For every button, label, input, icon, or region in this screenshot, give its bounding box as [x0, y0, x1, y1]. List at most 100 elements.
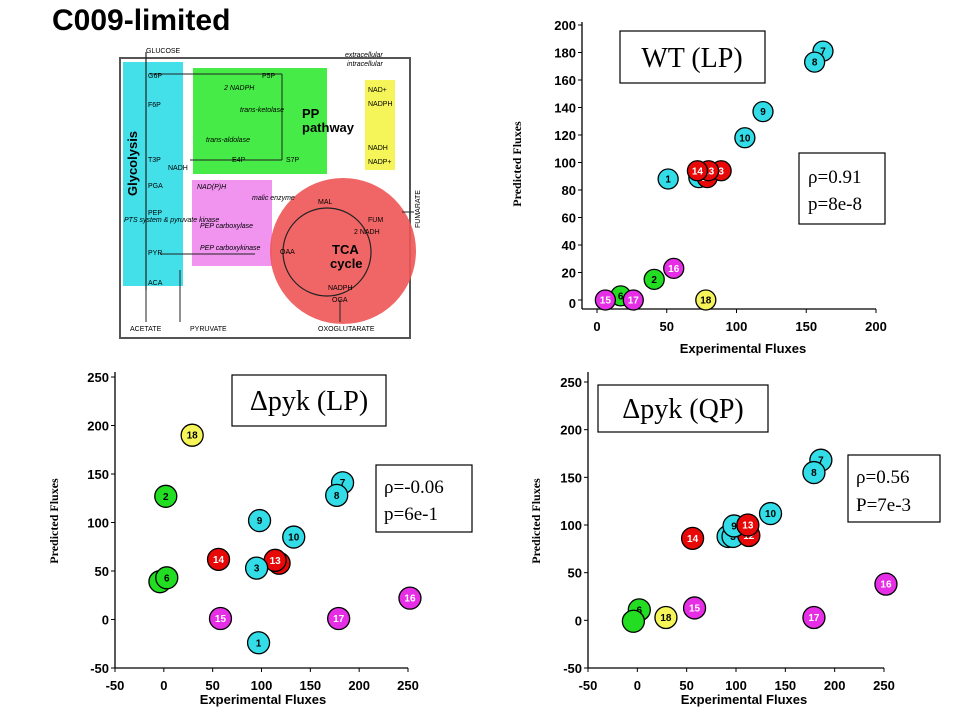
map-label-tca: TCA	[332, 242, 359, 257]
data-point-label: 16	[880, 580, 892, 591]
x-tick-label: 100	[725, 678, 747, 693]
data-point	[206, 547, 231, 572]
map-label-glycolysis: Glycolysis	[125, 131, 140, 196]
data-point	[247, 508, 272, 533]
metabolic-map: GLUCOSE extracellular intracellular Glyc…	[100, 40, 436, 346]
map-label-pp: PP	[302, 106, 320, 121]
y-tick-label: 150	[87, 467, 109, 482]
y-tick-label: 50	[568, 566, 582, 581]
stats-p: P=7e-3	[856, 495, 911, 516]
y-tick-label: 180	[554, 46, 576, 61]
data-points: 78910112313141626151718	[594, 40, 834, 311]
y-tick-label: 100	[560, 518, 582, 533]
x-tick-label: 150	[774, 678, 796, 693]
cofactor-region	[365, 80, 395, 170]
data-point-label: 10	[288, 533, 300, 544]
data-point-label: 15	[600, 296, 612, 307]
map-label-nadh-glyco: NADH	[168, 165, 188, 172]
y-axis-label: Predicted Fluxes	[510, 121, 524, 207]
x-tick-label: 250	[873, 678, 895, 693]
map-metabolite-oga: OGA	[332, 297, 348, 304]
y-tick-label: 150	[560, 470, 582, 485]
stats-rho: ρ=0.56	[856, 467, 909, 488]
x-axis-label: Experimental Fluxes	[681, 692, 807, 707]
data-point-label: 18	[700, 296, 712, 307]
stats-box	[375, 464, 473, 533]
map-metabolite-mal: MAL	[318, 199, 333, 206]
pp-pathway-region	[193, 68, 327, 174]
data-point	[695, 289, 717, 311]
panel-title: Δpyk (QP)	[622, 394, 743, 425]
data-point	[622, 289, 644, 311]
data-point-label: 3	[254, 564, 260, 575]
data-point-label: 7	[820, 47, 826, 58]
x-axis-label: Experimental Fluxes	[200, 692, 326, 707]
map-label-cycle: cycle	[330, 256, 363, 271]
stats-rho: ρ=0.91	[808, 167, 861, 188]
data-point-label: 1	[256, 638, 262, 649]
data-point	[155, 566, 179, 590]
data-point	[752, 100, 774, 123]
map-label-pep-carboxykinase: PEP carboxykinase	[200, 245, 261, 252]
data-points: 781031291314166181517	[621, 448, 898, 633]
map-label-nad-plus: NAD+	[368, 87, 387, 94]
data-point-label: 9	[731, 521, 737, 532]
y-tick-label: 50	[95, 564, 109, 579]
map-label-oxoglutarate: OXOGLUTARATE	[318, 326, 375, 333]
y-tick-label: 250	[87, 370, 109, 385]
x-tick-label: 50	[660, 319, 674, 334]
x-tick-label: -50	[106, 678, 125, 693]
x-tick-label: 150	[299, 678, 321, 693]
data-point-label: 9	[760, 107, 766, 118]
x-tick-label: 200	[824, 678, 846, 693]
data-point-label: 7	[340, 478, 346, 489]
map-label-pep-carboxylase: PEP carboxylase	[200, 223, 253, 230]
map-label-pts: PTS system & pyruvate kinase	[124, 217, 219, 224]
data-point	[803, 51, 826, 73]
y-tick-label: 0	[575, 613, 582, 628]
y-tick-label: 20	[562, 266, 576, 281]
data-point-label: 18	[660, 613, 672, 624]
x-tick-labels: -50 0 50 100 150 200 250	[579, 668, 895, 693]
y-tick-label: 100	[87, 516, 109, 531]
panel-wt-lp: 0 20 40 60 80 100 120 140 160 180 200 0 50 100 150 200…	[510, 18, 887, 356]
data-point	[398, 586, 422, 610]
data-point-label: 14	[692, 166, 704, 177]
panel-title-box	[619, 30, 766, 84]
figure-title: C009-limited	[52, 4, 231, 37]
y-tick-label: 100	[554, 156, 576, 171]
panel-pyk-lp: -50 0 50 100 150 200 250 -50 0 50 100 150 200 250 Ex…	[47, 370, 473, 707]
panel-pyk-qp: -50 0 50 100 150 200 250 -50 0 50 100 150 200 250 Ex…	[529, 372, 941, 707]
panel-title: Δpyk (LP)	[250, 386, 368, 417]
data-point	[758, 501, 783, 526]
data-point	[154, 484, 178, 508]
y-tick-label: -50	[90, 661, 109, 676]
tca-region	[270, 178, 416, 324]
data-point-label: 8	[334, 491, 340, 502]
data-point-label: 6	[637, 605, 643, 616]
data-point	[246, 631, 271, 655]
data-point	[734, 127, 756, 149]
data-point-label: 10	[739, 133, 751, 144]
data-point-label: 1	[665, 175, 671, 186]
data-point	[327, 606, 351, 631]
x-axis-label: Experimental Fluxes	[680, 341, 806, 356]
map-metabolite-pga: PGA	[148, 183, 163, 190]
data-point-label: 15	[215, 614, 227, 625]
data-point	[802, 460, 826, 485]
data-point-label: 17	[333, 614, 345, 625]
y-tick-labels: -50 0 50 100 150 200 250	[560, 375, 588, 676]
data-point	[736, 513, 760, 537]
cell-boundary	[119, 57, 411, 339]
panel-title-box	[597, 384, 769, 433]
x-tick-label: 0	[160, 678, 167, 693]
map-label-malic-enzyme: malic enzyme	[252, 195, 295, 202]
y-tick-labels: 0 20 40 60 80 100 120 140 160 180 200	[554, 18, 582, 311]
data-point-label: 7	[818, 456, 824, 467]
y-tick-label: 200	[87, 419, 109, 434]
data-point-label: 13	[742, 521, 754, 532]
data-point	[682, 596, 707, 620]
map-label-acetate: ACETATE	[130, 326, 162, 333]
map-metabolite-pyr: PYR	[148, 250, 162, 257]
map-metabolite-aca: ACA	[148, 280, 163, 287]
